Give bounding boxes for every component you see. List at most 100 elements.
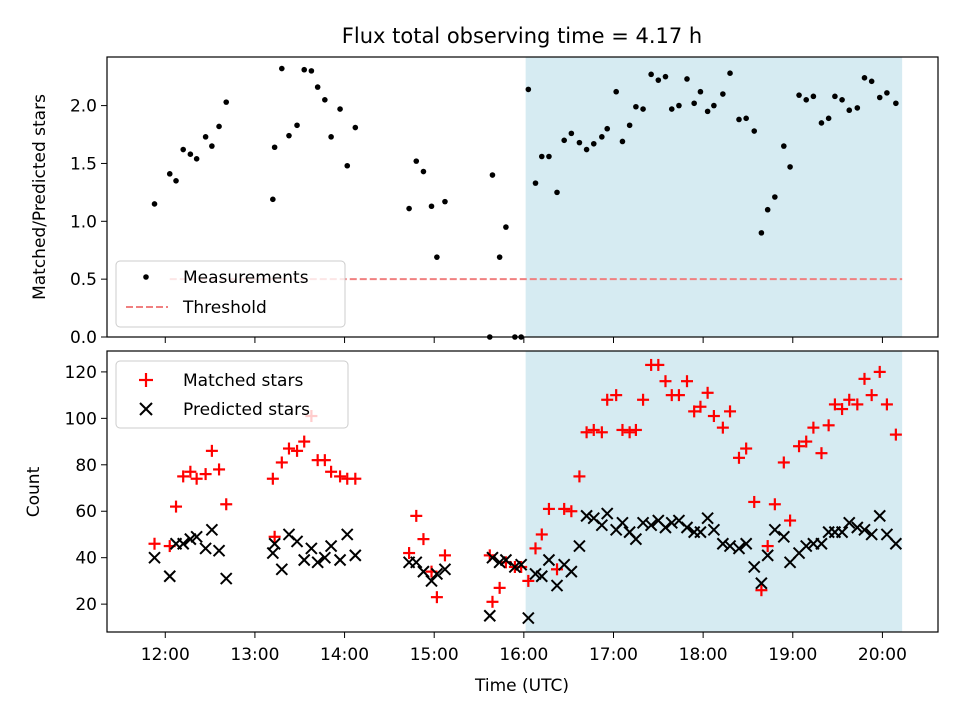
matched-star-point [784,514,797,527]
matched-star-point [652,358,665,371]
matched-star-point [836,403,849,416]
measurement-point [720,91,726,97]
measurement-points [151,65,899,340]
x-tick-label: 14:00 [320,645,369,665]
predicted-star-point [835,525,849,539]
matched-star-point [724,405,737,418]
measurement-point [684,76,690,82]
measurement-point [344,162,351,169]
measurement-point [180,146,186,153]
matched-star-point [595,426,608,439]
predicted-star-point [659,521,672,534]
predicted-star-point [499,553,513,567]
matched-star-point [616,423,629,436]
predicted-star-point [542,553,556,567]
predicted-star-point [430,567,444,581]
matched-star-point [213,463,226,476]
measurement-point [294,122,300,129]
y-tick-label: 40 [75,549,97,569]
matched-star-point [601,393,614,406]
predicted-star-point [768,523,782,537]
top-axes-frame [106,56,939,338]
predicted-star-point [858,523,871,537]
matched-star-point [349,472,362,485]
measurement-point [496,254,503,260]
predicted-star-point [298,553,311,567]
measurement-point [626,122,633,129]
measurement-point [736,116,742,123]
matched-star-point [680,375,693,388]
measurement-point [613,88,619,95]
predicted-star-point [680,521,694,534]
measurement-point [314,84,321,90]
legend-measurements-marker [143,274,149,280]
y-tick-label: 20 [75,595,97,615]
matched-star-point [298,435,311,448]
matched-star-point [777,456,790,469]
matched-star-point [755,584,768,597]
y-tick-label: 1.5 [70,154,97,174]
matched-star-point [266,472,279,485]
measurement-point [308,68,315,74]
measurement-point [434,254,440,260]
predicted-star-point [851,521,864,534]
measurement-point [173,178,179,184]
predicted-star-point [815,537,828,550]
predicted-star-point [535,570,548,583]
measurement-point [711,102,717,109]
measurement-point [532,180,539,186]
matched-star-point [701,386,714,399]
matched-star-point [410,509,423,522]
predicted-star-point [739,537,753,550]
matched-star-point [828,398,841,411]
predicted-star-point [573,539,586,553]
predicted-star-point [701,511,714,525]
legend-matched-label: Matched stars [183,371,303,391]
matched-stars-points [148,358,902,608]
matched-star-point [637,393,650,406]
matched-star-point [493,581,506,594]
x-tick-label: 13:00 [230,645,279,665]
measurement-point [758,230,765,236]
measurement-point [328,134,334,140]
matched-star-point [268,530,281,543]
predicted-star-point [311,556,324,569]
measurement-point [428,203,435,210]
measurement-point [691,100,697,107]
measurement-point [796,92,802,98]
predicted-star-point [486,551,499,564]
x-tick-label: 16:00 [499,645,548,665]
predicted-star-point [694,525,707,539]
measurement-point [764,206,771,213]
x-tick-label: 20:00 [858,645,907,665]
measurement-point [839,97,845,103]
matched-star-point [793,440,806,453]
matched-star-point [438,549,451,562]
measurement-point [489,172,496,178]
predicted-star-point [800,539,813,553]
matched-star-point [815,447,828,460]
matched-star-point [282,442,295,455]
predicted-star-point [601,507,614,520]
matched-star-point [873,365,886,378]
predicted-star-point [565,565,578,578]
predicted-star-point [349,549,362,562]
predicted-star-point [324,539,338,553]
matched-star-point [551,563,564,576]
matched-star-point [807,421,820,434]
measurement-point [751,128,758,134]
top-legend-box [115,260,346,328]
measurement-point [202,134,209,140]
matched-star-point [610,389,623,402]
matched-star-point [522,574,535,587]
predicted-star-point [732,542,746,555]
measurement-point [640,106,646,112]
matched-star-point [732,451,745,464]
matched-star-point [291,444,304,457]
matched-star-point [623,426,636,439]
y-tick-label: 60 [75,502,97,522]
x-tick-label: 15:00 [410,645,459,665]
x-tick-label: 12:00 [141,645,190,665]
measurement-point [861,75,868,81]
matched-star-point [170,500,183,513]
